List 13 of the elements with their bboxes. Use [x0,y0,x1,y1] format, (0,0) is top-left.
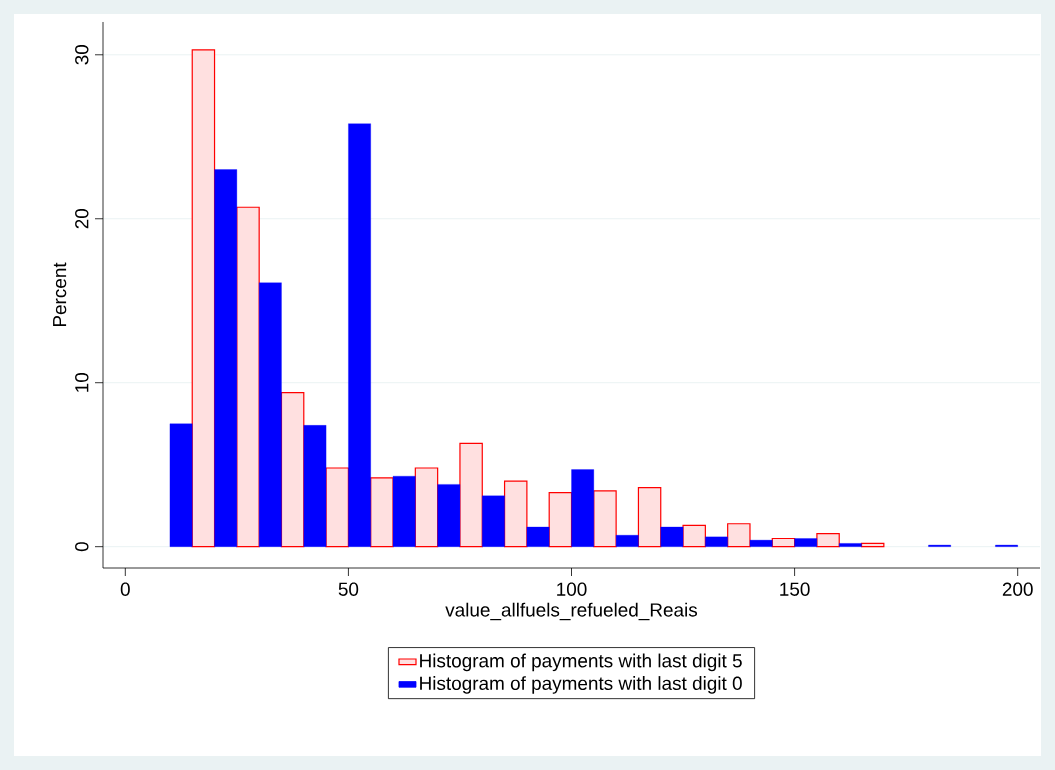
y-tick-label: 30 [75,45,89,65]
legend-label: Histogram of payments with last digit 0 [420,676,742,694]
x-axis-title: value_allfuels_refueled_Reais [445,602,698,621]
x-tick-label: 100 [557,582,587,596]
x-tick-label: 50 [338,582,359,596]
x-tick-label: 200 [1002,582,1033,596]
y-axis-title: Percent [53,262,67,327]
legend-label: Histogram of payments with last digit 5 [420,653,742,672]
x-tick-label: 150 [780,582,810,596]
x-tick-label: 0 [120,582,130,596]
y-tick-label: 10 [75,372,89,392]
y-tick-label: 20 [75,208,89,229]
y-tick-label: 0 [75,542,89,552]
